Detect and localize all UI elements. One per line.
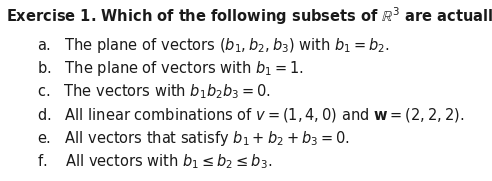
Text: d.   All linear combinations of $v = (1, 4, 0)$ and $\mathbf{w} = (2, 2, 2)$.: d. All linear combinations of $v = (1, 4… (37, 106, 464, 124)
Text: Exercise 1. Which of the following subsets of $\mathbb{R}^3$ are actually subspa: Exercise 1. Which of the following subse… (6, 5, 492, 27)
Text: e.   All vectors that satisfy $b_1 + b_2 + b_3 = 0$.: e. All vectors that satisfy $b_1 + b_2 +… (37, 129, 350, 148)
Text: b.   The plane of vectors with $b_1 = 1$.: b. The plane of vectors with $b_1 = 1$. (37, 59, 304, 78)
Text: c.   The vectors with $b_1 b_2 b_3 = 0$.: c. The vectors with $b_1 b_2 b_3 = 0$. (37, 83, 271, 101)
Text: a.   The plane of vectors $(b_1, b_2, b_3)$ with $b_1 = b_2$.: a. The plane of vectors $(b_1, b_2, b_3)… (37, 36, 390, 55)
Text: f.    All vectors with $b_1 \leq b_2 \leq b_3$.: f. All vectors with $b_1 \leq b_2 \leq b… (37, 152, 272, 171)
